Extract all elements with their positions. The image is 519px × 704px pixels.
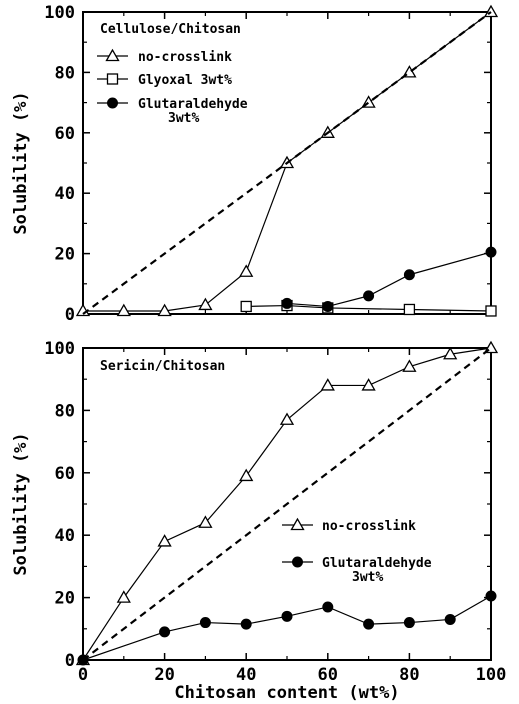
legend-marker	[106, 73, 119, 85]
panel-title: Sericin/Chitosan	[100, 359, 225, 374]
series-reference-diagonal	[82, 347, 492, 661]
data-point	[198, 515, 213, 528]
dashed-reference-line	[82, 11, 492, 315]
data-point	[281, 297, 293, 309]
legend-label: no-crosslink	[138, 50, 232, 65]
series-line	[286, 251, 492, 308]
legend-label-line: Glutaraldehyde	[138, 97, 248, 112]
dashed-reference-line	[82, 347, 492, 661]
y-tick-label: 20	[55, 589, 75, 609]
y-axis-title: Solubility (%)	[11, 432, 31, 575]
data-point	[239, 264, 254, 277]
data-point	[116, 303, 131, 317]
y-tick-label: 80	[55, 401, 75, 421]
panel-title: Cellulose/Chitosan	[100, 22, 241, 37]
y-tick-label: 40	[55, 184, 75, 204]
legend-marker	[105, 48, 120, 62]
data-point	[157, 534, 172, 547]
legend: no-crosslink Glutaraldehyde 3wt%	[282, 517, 432, 585]
legend-label: Glutaraldehyde 3wt%	[322, 556, 432, 585]
legend-label: Glyoxal 3wt%	[138, 73, 232, 88]
data-point	[279, 412, 295, 425]
legend-label-line: 3wt%	[352, 570, 383, 585]
data-point	[322, 300, 334, 312]
legend-marker	[290, 517, 305, 531]
legend-label: no-crosslink	[322, 519, 416, 534]
data-point	[361, 378, 376, 391]
y-tick-label: 80	[55, 63, 75, 83]
data-point	[159, 626, 171, 638]
data-point	[239, 468, 254, 482]
panel-sericin-chitosan: 0 20 40 60 80 100 0 20 40 60 80 100 Solubility (%) Ch…	[11, 339, 506, 703]
y-tick-label: 100	[44, 3, 75, 23]
legend-label-line: 3wt%	[168, 111, 199, 126]
x-tick-label: 100	[476, 665, 507, 685]
series-glutaraldehyde-3wt-	[281, 246, 497, 312]
y-tick-label: 60	[55, 124, 75, 144]
y-tick-label: 0	[65, 651, 75, 671]
data-point	[240, 300, 252, 313]
data-point	[363, 618, 375, 630]
data-point	[444, 613, 456, 625]
y-tick-label: 60	[55, 464, 75, 484]
data-point	[402, 359, 417, 372]
x-tick-label: 60	[318, 665, 338, 685]
y-tick-label: 100	[44, 339, 75, 359]
legend: no-crosslink Glyoxal 3wt% Glutaraldehyde 3w…	[97, 48, 248, 126]
data-point	[363, 290, 375, 302]
data-point	[443, 346, 458, 360]
data-point	[403, 303, 416, 316]
data-point	[240, 618, 252, 630]
data-point	[116, 590, 131, 603]
data-point	[157, 303, 172, 317]
data-point	[403, 269, 415, 281]
panel-cellulose-chitosan: 0 20 40 60 80 100 Solubility (%) Cellulose/Chit…	[11, 3, 499, 325]
y-tick-label: 20	[55, 245, 75, 265]
series-no-crosslink	[75, 340, 499, 666]
data-point	[322, 601, 334, 613]
data-point	[485, 246, 497, 258]
series-glutaraldehyde-3wt-	[77, 590, 497, 666]
x-axis-title: Chitosan content (wt%)	[174, 683, 399, 703]
y-tick-label: 0	[65, 305, 75, 325]
series-line	[82, 595, 492, 661]
legend-marker	[107, 97, 118, 109]
data-point	[198, 297, 213, 311]
x-tick-label: 20	[154, 665, 174, 685]
x-tick-label: 0	[78, 665, 88, 685]
x-tick-label: 40	[236, 665, 256, 685]
legend-label: Glutaraldehyde 3wt%	[138, 97, 248, 126]
legend-label-line: Glutaraldehyde	[322, 556, 432, 571]
data-point	[403, 617, 415, 629]
x-tick-label: 80	[399, 665, 419, 685]
y-axis-title: Solubility (%)	[11, 91, 31, 234]
data-point	[320, 378, 335, 391]
series-reference-diagonal	[82, 11, 492, 315]
data-point	[485, 590, 497, 602]
data-point	[485, 305, 497, 317]
data-point	[281, 610, 293, 622]
y-tick-label: 40	[55, 526, 75, 546]
legend-marker	[292, 556, 303, 568]
data-point	[199, 617, 211, 629]
series-line	[83, 11, 492, 312]
